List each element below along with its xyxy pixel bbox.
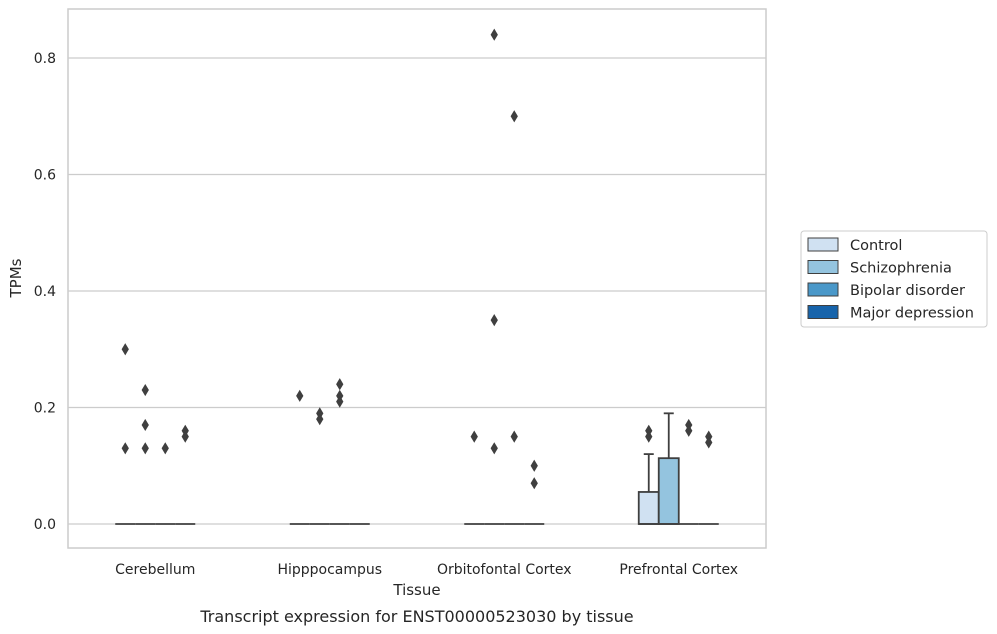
x-tick-labels: Cerebellum Hipppocampus Orbitofontal Corte… (115, 562, 738, 578)
outlier-point (121, 343, 129, 356)
legend-label: Bipolar disorder (850, 283, 965, 299)
outlier-point (336, 378, 344, 391)
outlier-point (316, 413, 324, 426)
y-axis-title: TPMs (7, 258, 25, 298)
box-body (637, 491, 660, 525)
legend-swatch (807, 305, 839, 319)
outlier-point (510, 430, 518, 443)
legend-item: Schizophrenia (807, 260, 952, 277)
outlier-point (705, 436, 713, 449)
legend-swatch (807, 237, 839, 252)
outliers (121, 28, 713, 490)
legend-swatch (807, 260, 839, 274)
box-body (657, 457, 680, 525)
outlier-point (181, 430, 189, 443)
plot-area (68, 9, 766, 548)
outlier-point (510, 110, 518, 123)
legend-swatch (807, 282, 839, 297)
y-tick-label: 0.2 (34, 401, 56, 417)
outlier-point (141, 418, 149, 432)
legend-item: Control (807, 237, 902, 254)
outlier-point (490, 442, 498, 455)
outlier-point (530, 477, 538, 490)
legend-label: Control (850, 238, 902, 254)
outlier-point (685, 424, 693, 437)
plot-frame (67, 8, 767, 549)
outlier-point (470, 430, 478, 443)
y-tick-label: 0.6 (34, 168, 56, 184)
x-axis-title: Tissue (392, 581, 440, 599)
x-tick-label: Hipppocampus (277, 562, 382, 578)
outlier-point (161, 442, 169, 455)
x-tick-label: Prefrontal Cortex (619, 562, 738, 578)
y-tick-label: 0.4 (34, 284, 56, 300)
legend-label: Schizophrenia (850, 261, 952, 277)
outlier-point (645, 430, 653, 443)
legend: Control Schizophrenia Bipolar disorder Majo… (800, 230, 988, 328)
legend-item: Major depression (807, 305, 974, 322)
y-tick-label: 0.8 (34, 51, 56, 67)
chart-caption: Transcript expression for ENST0000052303… (199, 607, 633, 626)
boxes (115, 412, 719, 525)
outlier-point (296, 389, 304, 402)
outlier-point (530, 459, 538, 472)
legend-label: Major depression (850, 306, 974, 322)
outlier-point (121, 442, 129, 455)
x-tick-label: Cerebellum (115, 562, 195, 578)
outlier-point (490, 28, 498, 41)
outlier-point (141, 383, 149, 397)
legend-frame (800, 230, 988, 328)
x-tick-label: Orbitofontal Cortex (437, 562, 572, 578)
outlier-point (336, 395, 344, 408)
outlier-point (490, 314, 498, 327)
outlier-point (141, 442, 149, 455)
y-tick-label: 0.0 (34, 517, 56, 533)
box-schizophrenia (657, 412, 680, 525)
y-tick-labels: 0.0 0.2 0.4 0.6 0.8 (34, 51, 56, 533)
legend-item: Bipolar disorder (807, 282, 965, 299)
